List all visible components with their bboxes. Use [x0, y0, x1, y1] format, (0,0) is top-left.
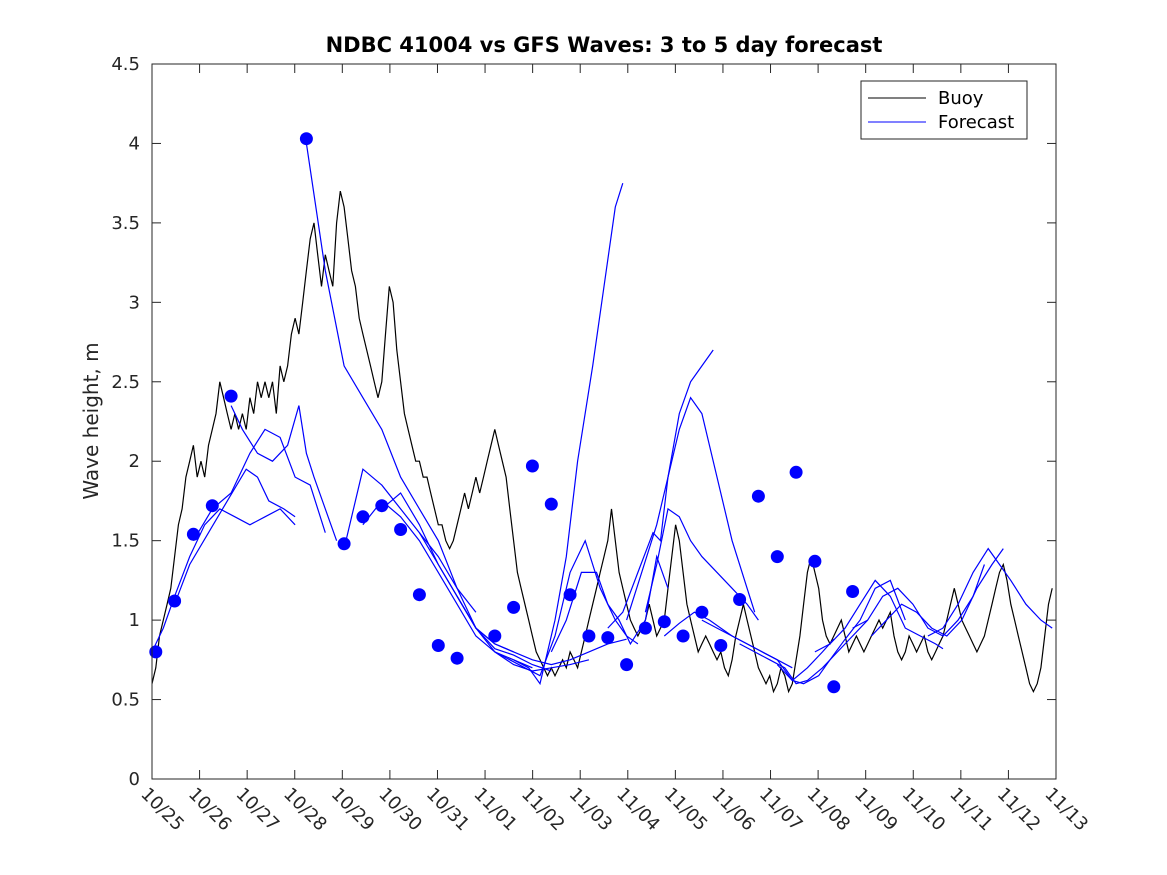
forecast-marker-point [827, 680, 841, 694]
buoy-series-line [152, 190, 1053, 694]
forecast-marker-point [525, 459, 539, 473]
forecast-series-line [230, 405, 338, 541]
y-tick-label: 0.5 [111, 690, 140, 711]
legend-buoy-label: Buoy [938, 88, 984, 109]
plot-area [149, 63, 1057, 780]
forecast-marker-point [337, 537, 351, 551]
forecast-marker-point [507, 600, 521, 614]
y-tick-label: 4 [129, 133, 140, 154]
forecast-series-line [626, 396, 756, 621]
forecast-series-line [739, 619, 869, 685]
forecast-series-line [418, 532, 590, 672]
forecast-marker-point [488, 629, 502, 643]
forecast-marker-point [186, 527, 200, 541]
forecast-marker-point [299, 132, 313, 146]
y-tick-label: 0 [129, 769, 140, 790]
forecast-marker-point [149, 645, 163, 659]
y-tick-label: 3.5 [111, 213, 140, 234]
y-tick-label: 1 [129, 610, 140, 631]
forecast-marker-point [714, 639, 728, 652]
forecast-series-line [814, 579, 944, 653]
legend-box [860, 80, 1028, 140]
forecast-marker-point [620, 658, 634, 672]
marker-layer [149, 132, 860, 694]
forecast-series-line [494, 539, 639, 677]
series-layer [152, 143, 1053, 694]
forecast-series-line [152, 508, 296, 653]
forecast-series-line [456, 595, 627, 666]
forecast-marker-point [544, 497, 558, 511]
forecast-series-line [927, 547, 1053, 637]
forecast-marker-point [356, 510, 370, 524]
forecast-marker-point [205, 499, 219, 513]
forecast-series-line [362, 500, 533, 669]
forecast-marker-point [431, 639, 445, 652]
forecast-marker-point [412, 588, 426, 602]
forecast-marker-point [450, 651, 464, 665]
forecast-marker-point [582, 629, 596, 643]
y-axis-label: Wave height, m [79, 342, 103, 499]
forecast-series-line [174, 468, 296, 605]
forecast-marker-point [676, 629, 690, 643]
forecast-marker-point [695, 605, 709, 619]
y-axis: 0 0.5 1 1.5 2 2.5 3 3.5 4 4.5 [111, 54, 1056, 790]
forecast-series-line [701, 619, 835, 682]
forecast-marker-point [733, 593, 747, 606]
forecast-series-line [776, 579, 906, 685]
plot-background [152, 64, 1056, 779]
forecast-marker-point [394, 523, 408, 536]
forecast-series-line [607, 349, 714, 629]
forecast-marker-point [770, 550, 784, 564]
forecast-marker-point [168, 594, 182, 608]
forecast-marker-point [375, 499, 389, 513]
forecast-marker-point [751, 489, 765, 503]
y-tick-label: 2 [129, 451, 140, 472]
plot-frame [151, 63, 1057, 780]
forecast-marker-point [657, 615, 671, 629]
forecast-marker-point [224, 389, 238, 403]
forecast-series-line [870, 548, 1004, 637]
forecast-marker-point [846, 585, 860, 598]
y-tick-label: 1.5 [111, 531, 140, 552]
y-tick-label: 4.5 [111, 54, 140, 75]
y-tick-label: 3 [129, 292, 140, 313]
forecast-series-line [513, 183, 624, 686]
forecast-marker-point [808, 554, 822, 568]
forecast-series-line [192, 428, 326, 542]
forecast-series-line [305, 143, 477, 613]
legend-forecast-label: Forecast [938, 112, 1014, 133]
y-tick-label: 2.5 [111, 372, 140, 393]
legend: Buoy Forecast [860, 80, 1028, 140]
forecast-marker-point [563, 588, 577, 602]
forecast-marker-point [638, 621, 652, 635]
forecast-marker-point [601, 631, 615, 645]
chart-title: NDBC 41004 vs GFS Waves: 3 to 5 day fore… [326, 33, 883, 57]
forecast-marker-point [789, 465, 803, 479]
